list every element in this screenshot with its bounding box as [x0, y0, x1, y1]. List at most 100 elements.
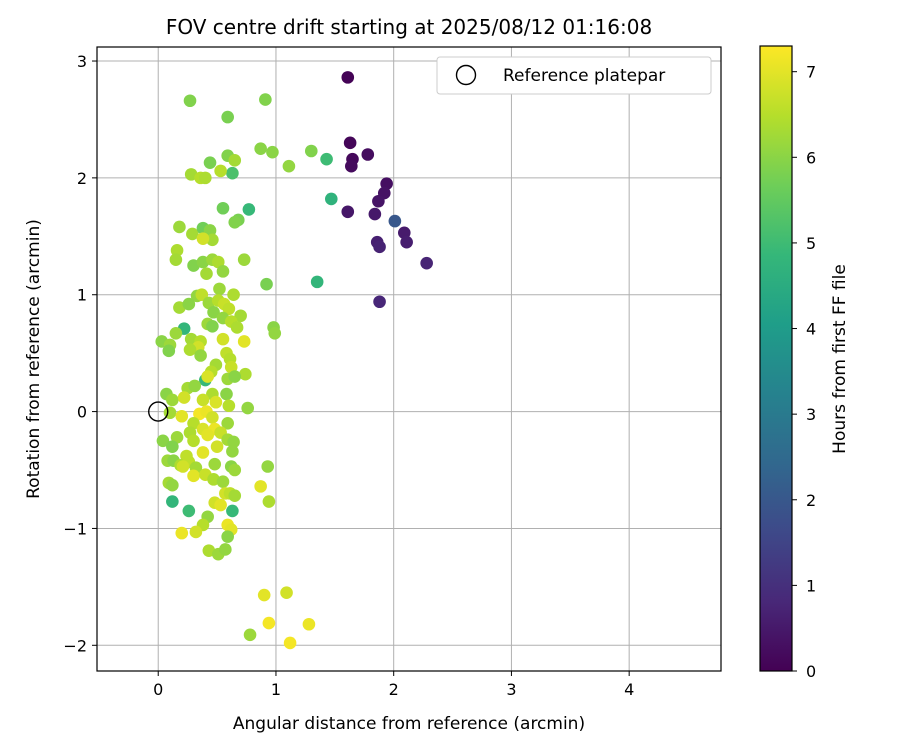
data-point	[230, 321, 244, 334]
data-point	[237, 253, 251, 266]
data-point	[206, 319, 219, 333]
data-point	[183, 343, 197, 356]
y-tick-label: 3	[77, 52, 87, 71]
data-point	[162, 344, 176, 358]
data-point	[320, 152, 333, 166]
data-point	[214, 164, 227, 178]
data-point	[213, 282, 226, 296]
data-point	[184, 332, 198, 346]
data-point	[207, 305, 220, 319]
data-point	[259, 93, 272, 106]
data-point	[216, 332, 230, 346]
data-point	[283, 636, 297, 650]
data-point	[169, 253, 183, 266]
data-point	[170, 430, 184, 444]
data-point	[372, 194, 385, 208]
data-point	[177, 391, 191, 404]
data-point	[186, 227, 199, 241]
data-point	[195, 288, 209, 302]
data-point	[221, 110, 234, 124]
colorbar-tick-label: 3	[806, 405, 816, 424]
legend-box	[436, 56, 712, 95]
x-tick-label: 1	[271, 680, 281, 699]
x-tick-label: 0	[153, 680, 163, 699]
y-axis: −2 −1 0 1 2 3	[63, 52, 97, 655]
data-point	[261, 460, 275, 473]
colorbar-gradient	[759, 45, 793, 672]
data-point	[166, 478, 179, 492]
colorbar-tick-label: 0	[806, 662, 816, 681]
y-axis-label: Rotation from reference (arcmin)	[24, 219, 44, 499]
data-point	[254, 480, 267, 493]
data-point	[221, 530, 234, 543]
legend-label: Reference platepar	[503, 66, 665, 86]
data-point	[187, 434, 200, 448]
data-point	[361, 148, 375, 161]
colorbar: 0 1 2 3 4 5 6 7 Hours from first FF file	[759, 45, 850, 681]
data-point	[189, 525, 203, 539]
data-point	[237, 335, 251, 348]
data-point	[216, 201, 230, 215]
data-point	[228, 489, 242, 503]
data-point	[173, 220, 186, 234]
data-point	[260, 277, 273, 291]
reference-platepar-marker	[148, 401, 169, 422]
colorbar-tick-label: 2	[806, 491, 816, 510]
colorbar-tick-label: 1	[806, 576, 816, 595]
data-point	[166, 495, 179, 508]
colorbar-tick-label: 6	[806, 148, 816, 167]
data-point	[183, 94, 197, 108]
data-point	[196, 255, 210, 269]
data-point	[166, 393, 179, 407]
data-point	[324, 192, 338, 206]
data-point	[420, 256, 433, 270]
data-point	[243, 628, 257, 642]
legend-marker-icon	[455, 64, 477, 86]
data-point	[254, 142, 267, 155]
x-axis: 0 1 2 3 4	[153, 671, 634, 699]
data-point	[208, 457, 222, 471]
colorbar-ticks: 0 1 2 3 4 5 6 7	[792, 63, 816, 681]
y-tick-label: 1	[77, 286, 87, 305]
data-point	[228, 215, 242, 229]
data-point	[368, 207, 382, 221]
data-point	[222, 302, 236, 316]
data-point	[170, 244, 184, 257]
data-point	[234, 309, 247, 323]
data-point	[206, 233, 219, 247]
data-point	[201, 370, 214, 383]
data-point	[203, 156, 217, 169]
data-point	[206, 411, 219, 424]
data-point	[201, 428, 214, 442]
data-point	[341, 205, 355, 219]
data-point	[239, 367, 252, 381]
data-point	[216, 265, 230, 278]
data-point	[280, 586, 293, 600]
x-tick-label: 2	[389, 680, 399, 699]
data-point	[400, 235, 413, 249]
data-point	[175, 526, 189, 540]
data-point	[345, 159, 358, 173]
data-point	[216, 475, 230, 488]
data-point	[196, 232, 210, 245]
data-point	[182, 504, 196, 518]
data-point	[169, 326, 183, 340]
colorbar-tick-label: 7	[806, 63, 816, 82]
y-tick-label: −1	[63, 519, 87, 538]
chart-title: FOV centre drift starting at 2025/08/12 …	[166, 15, 652, 39]
data-point	[211, 255, 225, 269]
x-tick-label: 4	[624, 680, 634, 699]
plot-frame	[96, 46, 722, 672]
data-point	[282, 159, 296, 173]
data-point	[373, 240, 386, 254]
data-point	[175, 409, 189, 423]
data-point	[196, 393, 210, 407]
data-point	[156, 434, 170, 448]
data-point	[304, 144, 318, 158]
data-point	[373, 295, 386, 309]
data-point	[226, 504, 239, 518]
data-point	[226, 445, 239, 458]
data-point	[302, 617, 316, 631]
y-tick-label: 2	[77, 169, 87, 188]
